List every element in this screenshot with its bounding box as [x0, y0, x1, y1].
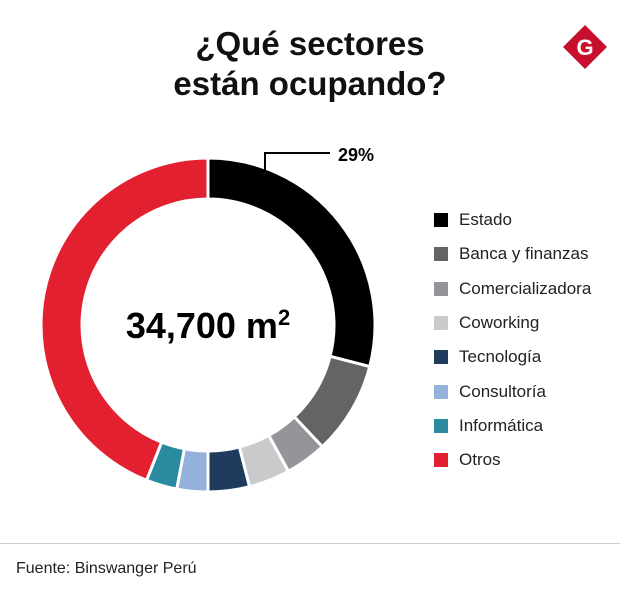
legend-label: Otros	[459, 450, 501, 470]
divider	[0, 543, 620, 544]
legend-swatch	[434, 384, 448, 399]
legend-swatch	[434, 247, 448, 262]
source-note: Fuente: Binswanger Perú	[16, 560, 197, 577]
legend-item: Coworking	[434, 306, 591, 340]
legend-item: Otros	[434, 443, 591, 477]
legend-item: Consultoría	[434, 374, 591, 408]
legend-label: Comercializadora	[459, 278, 592, 298]
legend: Estado Banca y finanzas Comercializadora Co…	[434, 203, 591, 477]
svg-text:G: G	[576, 35, 593, 60]
legend-label: Coworking	[459, 313, 540, 333]
legend-label: Informática	[459, 415, 544, 435]
brand-logo-icon: G	[563, 25, 607, 69]
legend-label: Consultoría	[459, 381, 546, 401]
legend-swatch	[434, 213, 448, 228]
legend-label: Estado	[459, 210, 512, 230]
annotation-leader-line	[264, 152, 330, 170]
center-total-label: 34,700 m2	[125, 305, 291, 346]
legend-swatch	[434, 350, 448, 365]
legend-item: Informática	[434, 409, 591, 443]
legend-item: Banca y finanzas	[434, 237, 591, 271]
legend-item: Tecnología	[434, 340, 591, 374]
legend-swatch	[434, 316, 448, 331]
donut-slice-otros	[39, 156, 210, 483]
legend-item: Estado	[434, 203, 591, 237]
legend-label: Banca y finanzas	[459, 244, 589, 264]
estado-percent-label: 29%	[338, 145, 375, 165]
legend-swatch	[434, 418, 448, 433]
title-line-2: están ocupando?	[173, 65, 447, 102]
legend-item: Comercializadora	[434, 272, 591, 306]
legend-swatch	[434, 281, 448, 296]
chart-title: ¿Qué sectores están ocupando?	[0, 24, 620, 104]
title-line-1: ¿Qué sectores	[195, 25, 425, 62]
legend-swatch	[434, 453, 448, 468]
legend-label: Tecnología	[459, 347, 542, 367]
